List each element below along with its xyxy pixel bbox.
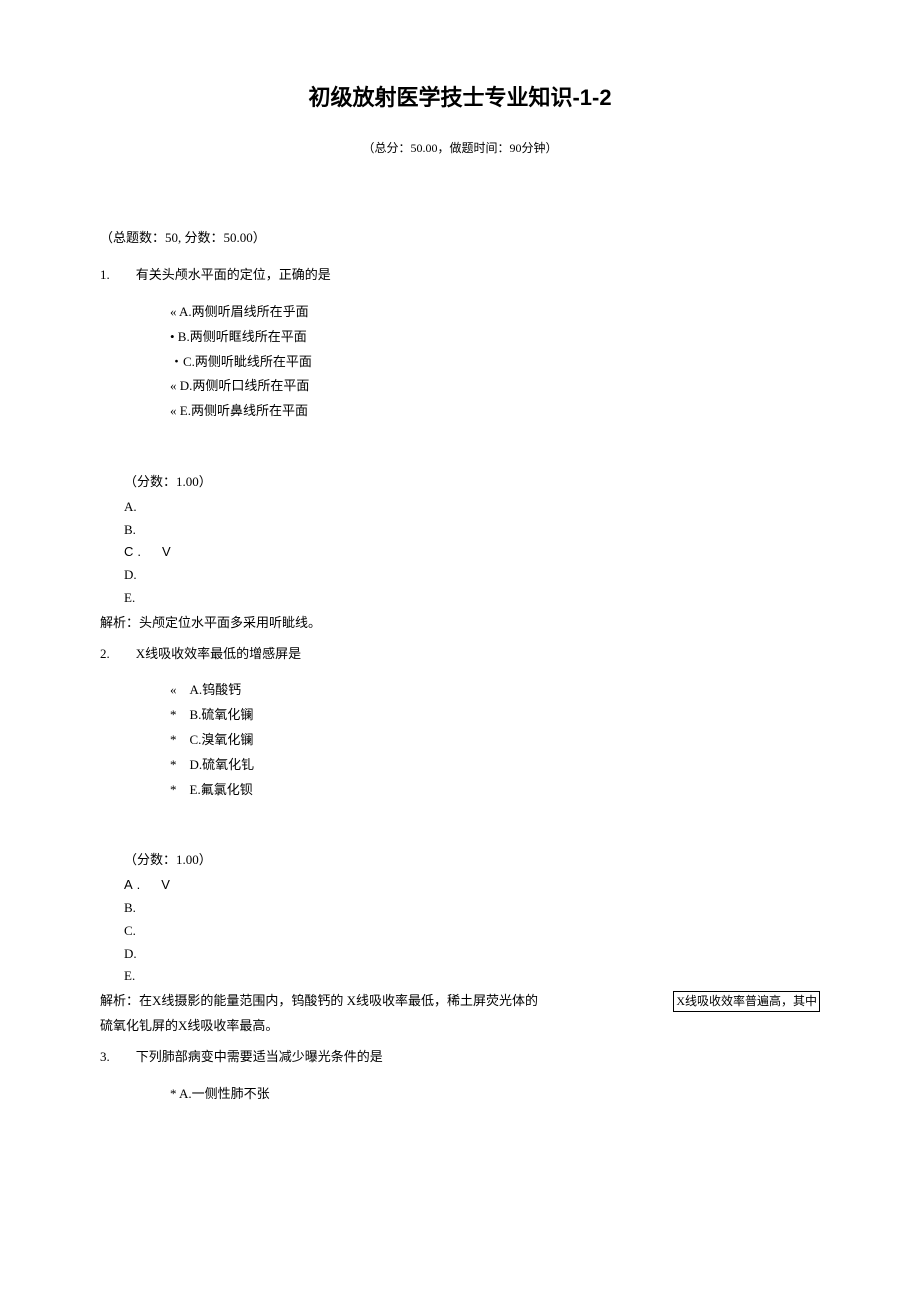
option-e: « E.两侧听鼻线所在平面 (170, 401, 820, 422)
score-label: （分数：1.00） (124, 850, 820, 871)
answer-c: C. (124, 921, 820, 942)
answer-b: B. (124, 898, 820, 919)
explanation: 解析：头颅定位水平面多采用听眦线。 (100, 613, 820, 634)
explanation-line2: 硫氧化钆屏的X线吸收率最高。 (100, 1016, 820, 1037)
answer-d: D. (124, 944, 820, 965)
option-a: « A.钨酸钙 (170, 680, 820, 701)
answer-e: E. (124, 966, 820, 987)
question-2: 2. X线吸收效率最低的增感屏是 « A.钨酸钙 * B.硫氧化镧 * C.溴氧… (100, 644, 820, 1038)
option-d: * D.硫氧化钆 (170, 755, 820, 776)
answer-list: A. V B. C. D. E. (124, 875, 820, 987)
options-list: « A.钨酸钙 * B.硫氧化镧 * C.溴氧化镧 * D.硫氧化钆 * E.氟… (170, 680, 820, 800)
answer-b: B. (124, 520, 820, 541)
question-3: 3. 下列肺部病变中需要适当减少曝光条件的是 * A.一侧性肺不张 (100, 1047, 820, 1105)
option-e: * E.氟氯化钡 (170, 780, 820, 801)
answer-list: A. B. C. V D. E. (124, 497, 820, 609)
options-list: « A.两侧听眉线所在乎面 • B.两侧听眶线所在平面 ・C.两侧听眦线所在平面… (170, 302, 820, 422)
option-b: * B.硫氧化镧 (170, 705, 820, 726)
answer-c: C. V (124, 542, 820, 563)
explanation-boxed: X线吸收效率普遍高，其中 (673, 991, 820, 1012)
answer-a: A. V (124, 875, 820, 896)
question-1: 1. 有关头颅水平面的定位，正确的是 « A.两侧听眉线所在乎面 • B.两侧听… (100, 265, 820, 633)
option-a: * A.一侧性肺不张 (170, 1084, 820, 1105)
explanation-left: 解析：在X线摄影的能量范围内，钨酸钙的 X线吸收率最低，稀土屏荧光体的 (100, 991, 538, 1012)
option-c: ・C.两侧听眦线所在平面 (170, 352, 820, 373)
question-stem: 3. 下列肺部病变中需要适当减少曝光条件的是 (100, 1047, 820, 1068)
option-a: « A.两侧听眉线所在乎面 (170, 302, 820, 323)
answer-a: A. (124, 497, 820, 518)
options-list: * A.一侧性肺不张 (170, 1084, 820, 1105)
option-b: • B.两侧听眶线所在平面 (170, 327, 820, 348)
answer-e: E. (124, 588, 820, 609)
exam-title: 初级放射医学技士专业知识-1-2 (100, 80, 820, 115)
answer-d: D. (124, 565, 820, 586)
explanation-row: 解析：在X线摄影的能量范围内，钨酸钙的 X线吸收率最低，稀土屏荧光体的 X线吸收… (100, 991, 820, 1012)
section-info: （总题数：50, 分数：50.00） (100, 228, 820, 249)
score-label: （分数：1.00） (124, 472, 820, 493)
exam-subtitle: （总分：50.00，做题时间：90分钟） (100, 139, 820, 158)
option-c: * C.溴氧化镧 (170, 730, 820, 751)
question-stem: 1. 有关头颅水平面的定位，正确的是 (100, 265, 820, 286)
option-d: « D.两侧听口线所在平面 (170, 376, 820, 397)
question-stem: 2. X线吸收效率最低的增感屏是 (100, 644, 820, 665)
